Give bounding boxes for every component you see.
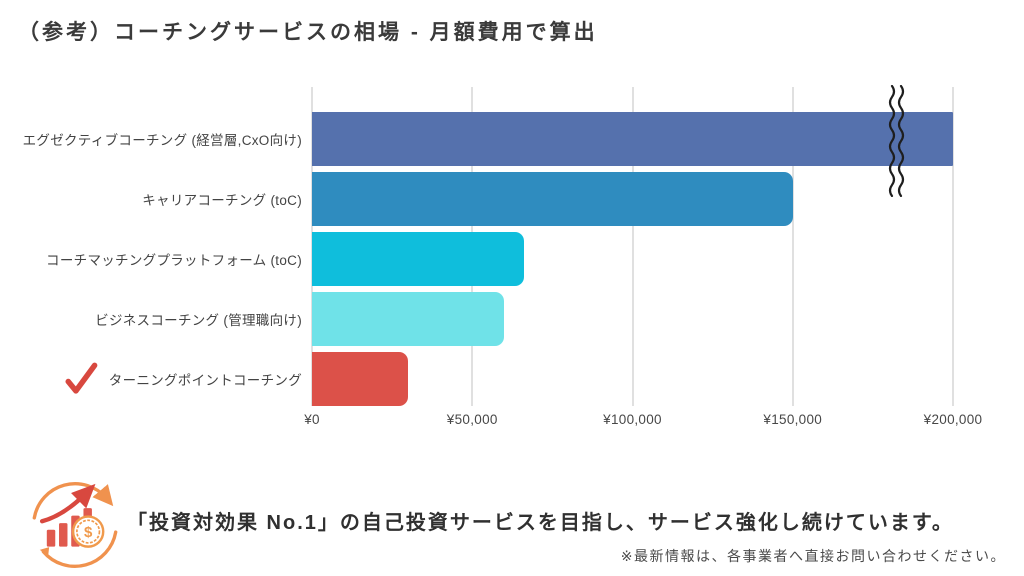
bar-category-label: ターニングポイントコーチング	[0, 352, 302, 406]
gridline	[791, 87, 794, 406]
page-title: （参考）コーチングサービスの相場 - 月額費用で算出	[18, 21, 598, 44]
bar	[312, 112, 953, 166]
bar-category-label: コーチマッチングプラットフォーム (toC)	[0, 232, 302, 286]
roi-growth-icon: $	[32, 481, 118, 569]
bar	[312, 292, 505, 346]
x-axis-tick-label: ¥100,000	[603, 412, 662, 427]
gridline	[952, 87, 954, 406]
x-axis-tick-label: ¥150,000	[763, 412, 823, 427]
bar	[312, 172, 793, 226]
bar	[312, 352, 409, 406]
svg-text:$: $	[84, 524, 93, 541]
x-axis-tick-label: ¥0	[304, 412, 320, 427]
bar-category-label: エグゼクティブコーチング (経営層,CxO向け)	[0, 112, 302, 166]
bar-category-text: エグゼクティブコーチング (経営層,CxO向け)	[22, 133, 302, 148]
bar-category-text: キャリアコーチング (toC)	[142, 193, 302, 208]
bar-category-label: キャリアコーチング (toC)	[0, 172, 302, 226]
gridline	[631, 87, 634, 406]
bar-category-text: ターニングポイントコーチング	[108, 373, 302, 388]
bar	[312, 232, 524, 286]
bar-category-text: ビジネスコーチング (管理職向け)	[95, 313, 302, 328]
axis-break-icon	[888, 85, 905, 197]
x-axis-tick-label: ¥200,000	[923, 412, 983, 427]
bar-category-label: ビジネスコーチング (管理職向け)	[0, 292, 302, 346]
footer-note: ※最新情報は、各事業者へ直接お問い合わせください。	[620, 548, 1006, 564]
x-axis-tick-label: ¥50,000	[446, 412, 498, 427]
bar-chart: ¥0 ¥50,000 ¥100,000 ¥150,000 ¥200,000 エグゼクティブ…	[0, 85, 983, 427]
footer-message: 「投資対効果 No.1」の自己投資サービスを目指し、サービス強化し続けています。	[127, 512, 954, 534]
red-check-icon	[65, 362, 98, 394]
bar-category-text: コーチマッチングプラットフォーム (toC)	[46, 253, 302, 268]
